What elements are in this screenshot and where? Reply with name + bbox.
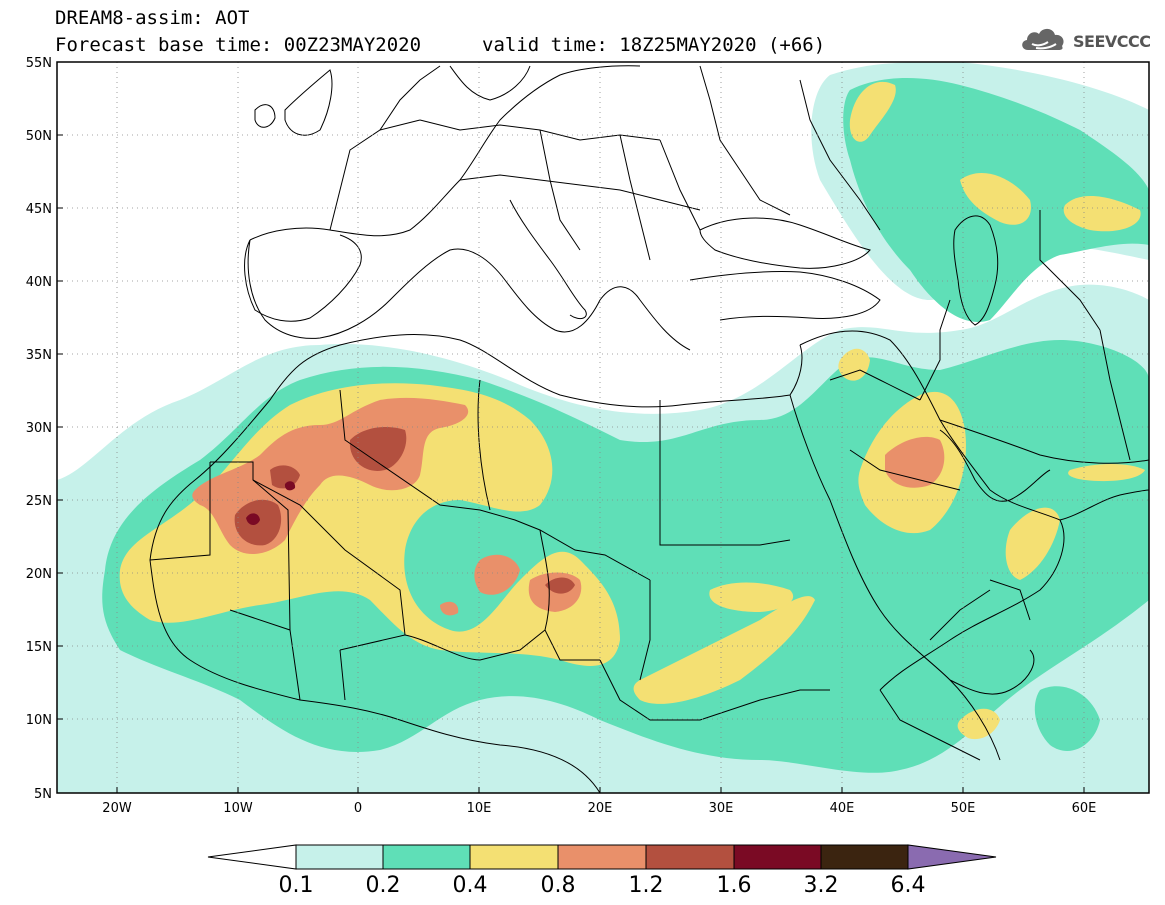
lon-label: 50E — [951, 801, 976, 816]
seevccc-logo: SEEVCCC — [1018, 24, 1151, 58]
grid-lines — [57, 62, 1149, 793]
lon-label: 20E — [588, 801, 613, 816]
tick-marks — [57, 61, 1085, 794]
colorbar-label: 0.1 — [279, 873, 314, 898]
colorbar-label: 1.2 — [629, 873, 664, 898]
lat-label: 55N — [26, 56, 52, 71]
coastlines-borders — [149, 65, 1149, 793]
lat-label: 50N — [26, 129, 52, 144]
lat-label: 35N — [26, 348, 52, 363]
colorbar-label: 0.4 — [453, 873, 488, 898]
lat-label: 20N — [26, 567, 52, 582]
colorbar-label: 0.2 — [366, 873, 401, 898]
contour-level-0.4 — [119, 81, 1145, 740]
lon-label: 30E — [709, 801, 734, 816]
lon-label: 0 — [354, 801, 362, 816]
lat-label: 30N — [26, 421, 52, 436]
colorbar-labels: 0.1 0.2 0.4 0.8 1.2 1.6 3.2 6.4 — [279, 873, 926, 898]
lat-label: 15N — [26, 640, 52, 655]
colorbar-bin — [820, 844, 909, 870]
colorbar-bin — [645, 844, 735, 870]
lat-label: 5N — [34, 787, 52, 802]
colorbar-bin — [733, 844, 822, 870]
lon-label: 10W — [223, 801, 253, 816]
lon-label: 10E — [467, 801, 492, 816]
colorbar-bin — [382, 844, 471, 870]
colorbar-label: 6.4 — [891, 873, 926, 898]
lat-label: 10N — [26, 713, 52, 728]
colorbar-label: 0.8 — [541, 873, 576, 898]
longitude-labels: 20W 10W 0 10E 20E 30E 40E 50E 60E — [102, 801, 1096, 816]
colorbar-arrow-low — [207, 844, 297, 870]
lon-label: 20W — [102, 801, 132, 816]
aot-contours — [57, 62, 1149, 793]
colorbar — [207, 844, 997, 870]
colorbar-arrow-high — [907, 844, 997, 870]
map-title: DREAM8-assim: AOT — [55, 7, 250, 29]
colorbar-bin — [469, 844, 559, 870]
lat-label: 40N — [26, 275, 52, 290]
lat-label: 25N — [26, 494, 52, 509]
cloud-icon — [1018, 24, 1070, 58]
contour-level-1.2 — [234, 427, 575, 594]
lon-label: 40E — [830, 801, 855, 816]
contour-level-1.6 — [246, 481, 296, 526]
valid-time: valid time: 18Z25MAY2020 (+66) — [482, 34, 826, 56]
lat-label: 45N — [26, 202, 52, 217]
logo-text: SEEVCCC — [1073, 31, 1151, 51]
colorbar-label: 1.6 — [717, 873, 752, 898]
colorbar-bin — [557, 844, 647, 870]
latitude-labels: 55N 50N 45N 40N 35N 30N 25N 20N 15N 10N … — [26, 56, 52, 802]
colorbar-bin — [295, 844, 384, 870]
lon-label: 60E — [1072, 801, 1097, 816]
colorbar-label: 3.2 — [804, 873, 839, 898]
forecast-base-time: Forecast base time: 00Z23MAY2020 — [55, 34, 422, 56]
